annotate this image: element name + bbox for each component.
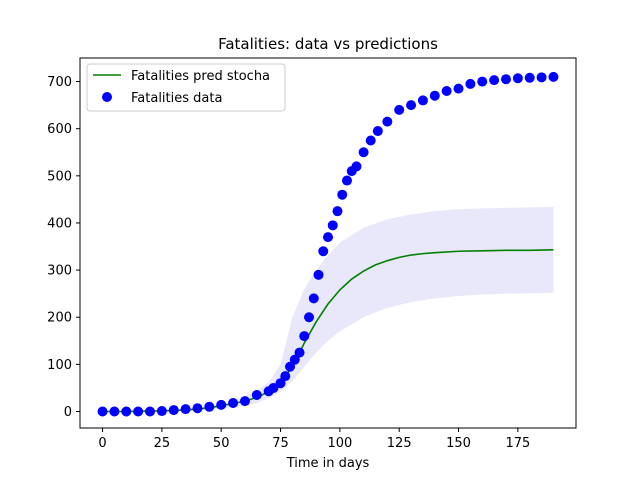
x-tick-label: 100: [327, 436, 352, 451]
data-point: [536, 72, 547, 83]
x-tick-label: 175: [505, 436, 530, 451]
data-point: [394, 104, 405, 115]
y-axis: 0 100 200 300 400 500 600 700: [47, 75, 80, 420]
data-point: [382, 116, 393, 127]
data-point: [299, 331, 310, 342]
x-tick-label: 150: [446, 436, 471, 451]
confidence-band: [102, 206, 554, 412]
data-point: [285, 361, 296, 372]
data-point: [429, 90, 440, 101]
x-tick-label: 50: [213, 436, 230, 451]
data-point: [97, 406, 108, 417]
chart-title: Fatalities: data vs predictions: [218, 35, 438, 53]
data-point: [251, 390, 262, 401]
data-point: [133, 406, 144, 417]
y-tick-label: 600: [47, 122, 72, 137]
data-point: [280, 371, 291, 382]
y-tick-label: 0: [64, 405, 72, 420]
x-tick-label: 75: [272, 436, 289, 451]
data-point: [477, 76, 488, 87]
x-axis-title: Time in days: [286, 456, 370, 471]
data-point: [417, 95, 428, 106]
data-point: [121, 406, 132, 417]
data-point: [109, 406, 120, 417]
y-tick-label: 100: [47, 358, 72, 373]
data-point: [192, 403, 203, 414]
legend-data-swatch: [102, 92, 112, 102]
data-point: [294, 347, 305, 358]
data-point: [318, 246, 329, 257]
legend: Fatalities pred stocha Fatalities data: [86, 63, 286, 112]
x-tick-label: 0: [98, 436, 106, 451]
legend-prediction-label: Fatalities pred stocha: [131, 69, 270, 84]
data-point: [204, 401, 215, 412]
data-point: [512, 73, 523, 84]
data-point: [489, 75, 500, 86]
data-point: [168, 405, 179, 416]
y-tick-label: 400: [47, 216, 72, 231]
data-point: [358, 147, 369, 158]
data-point: [372, 126, 383, 137]
data-points-layer: [97, 71, 559, 417]
data-point: [365, 135, 376, 146]
data-point: [156, 406, 167, 417]
y-tick-label: 700: [47, 75, 72, 90]
data-point: [337, 189, 348, 200]
data-point: [275, 378, 286, 389]
data-point: [289, 354, 300, 365]
y-tick-label: 500: [47, 169, 72, 184]
plot-area: [79, 57, 577, 429]
data-point: [216, 399, 227, 410]
x-tick-label: 25: [154, 436, 171, 451]
data-point: [453, 83, 464, 94]
data-point: [441, 85, 452, 96]
data-point: [524, 72, 535, 83]
data-point: [548, 71, 559, 82]
data-point: [145, 406, 156, 417]
data-point: [332, 206, 343, 217]
data-point: [180, 404, 191, 415]
data-point: [327, 220, 338, 231]
data-point: [465, 78, 476, 89]
data-point: [351, 161, 362, 172]
data-point: [341, 175, 352, 186]
y-tick-label: 200: [47, 311, 72, 326]
plot-frame: [79, 57, 577, 429]
data-point: [268, 382, 279, 393]
x-axis: 0 25 50 75 100 125 150 175: [98, 428, 530, 451]
data-point: [323, 232, 333, 243]
data-point: [228, 398, 239, 409]
data-point: [313, 269, 324, 280]
legend-box: [86, 63, 286, 112]
data-point: [500, 74, 511, 85]
data-point: [239, 396, 250, 407]
data-point: [406, 100, 417, 111]
legend-data-label: Fatalities data: [131, 91, 222, 106]
x-tick-label: 125: [387, 436, 412, 451]
data-point: [308, 293, 319, 304]
data-point: [304, 312, 315, 323]
y-tick-label: 300: [47, 264, 72, 279]
confidence-band-layer: [102, 206, 554, 412]
